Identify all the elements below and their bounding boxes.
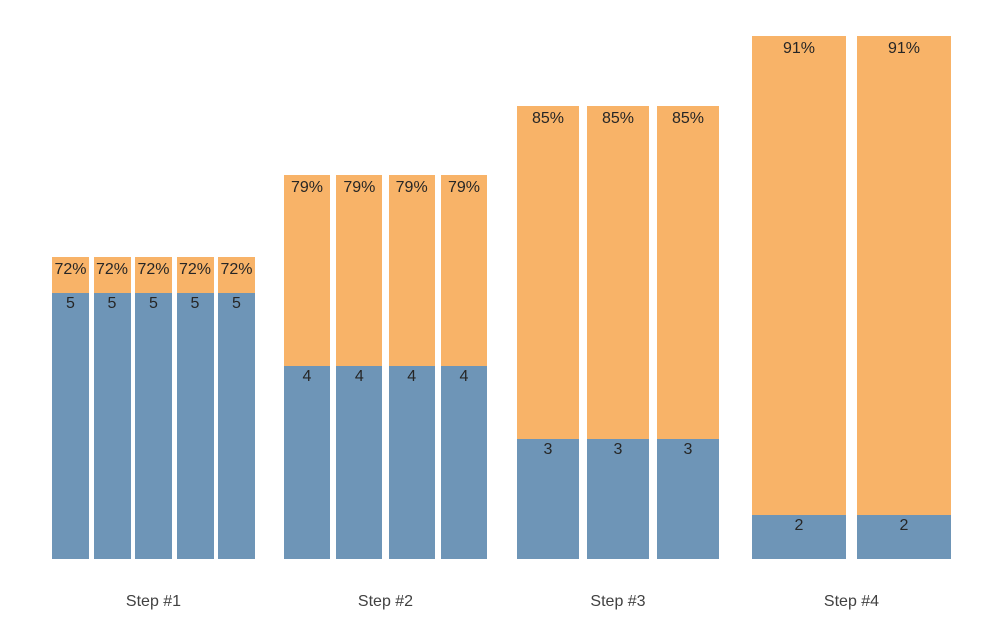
- percent-label: 79%: [290, 179, 324, 196]
- bar-segment-bottom: 4: [336, 366, 383, 559]
- value-label: 5: [232, 295, 241, 312]
- bar: 79% 4: [336, 175, 383, 559]
- x-axis-label: Step #2: [357, 593, 414, 610]
- percent-label: 91%: [887, 40, 921, 57]
- percent-label: 85%: [671, 110, 705, 127]
- percent-label: 79%: [395, 179, 428, 196]
- bar-segment-bottom: 5: [218, 293, 255, 559]
- bar: 72% 5: [93, 257, 131, 559]
- value-label: 5: [149, 295, 158, 312]
- percent-label: 72%: [54, 261, 87, 278]
- bar-segment-top: 79%: [284, 175, 330, 366]
- percent-label: 72%: [220, 261, 253, 278]
- value-label: 4: [302, 368, 312, 385]
- bar-segment-bottom: 4: [441, 366, 487, 559]
- bar: 85% 3: [517, 106, 579, 559]
- x-axis-label: Step #1: [125, 593, 182, 610]
- value-label: 2: [794, 517, 804, 534]
- bar: 79% 4: [441, 175, 487, 559]
- bar-segment-top: 72%: [52, 257, 89, 293]
- bar-segment-bottom: 3: [587, 439, 649, 559]
- bar-segment-bottom: 5: [52, 293, 89, 559]
- value-label: 5: [66, 295, 75, 312]
- bar-segment-bottom: 3: [657, 439, 719, 559]
- percent-label: 85%: [601, 110, 635, 127]
- bar-segment-top: 72%: [176, 257, 214, 293]
- bar: 91% 2: [857, 36, 951, 559]
- percent-label: 79%: [447, 179, 481, 196]
- percent-label: 72%: [95, 261, 129, 278]
- value-label: 3: [543, 441, 553, 458]
- value-label: 3: [683, 441, 693, 458]
- bar-segment-top: 85%: [517, 106, 579, 439]
- bar-segment-top: 72%: [218, 257, 255, 293]
- percent-label: 72%: [178, 261, 212, 278]
- bar-segment-top: 91%: [752, 36, 846, 515]
- value-label: 5: [190, 295, 200, 312]
- bar: 79% 4: [388, 175, 435, 559]
- bar-segment-bottom: 4: [388, 366, 435, 559]
- bar: 72% 5: [52, 257, 89, 559]
- bar-segment-bottom: 5: [135, 293, 172, 559]
- bar-segment-bottom: 3: [517, 439, 579, 559]
- percent-label: 85%: [531, 110, 565, 127]
- percent-label: 72%: [137, 261, 170, 278]
- percent-label: 91%: [782, 40, 816, 57]
- bar-segment-top: 79%: [441, 175, 487, 366]
- bar: 91% 2: [752, 36, 846, 559]
- value-label: 4: [354, 368, 364, 385]
- x-axis-label: Step #4: [823, 593, 880, 610]
- percent-label: 79%: [343, 179, 376, 196]
- bar: 85% 3: [657, 106, 719, 559]
- bar-segment-top: 91%: [857, 36, 951, 515]
- value-label: 4: [459, 368, 469, 385]
- bar: 72% 5: [176, 257, 214, 559]
- value-label: 3: [613, 441, 623, 458]
- bar-segment-top: 79%: [388, 175, 435, 366]
- bar-segment-top: 72%: [93, 257, 131, 293]
- bar-segment-top: 72%: [135, 257, 172, 293]
- bar-segment-top: 85%: [587, 106, 649, 439]
- bar-segment-bottom: 4: [284, 366, 330, 559]
- bar: 72% 5: [218, 257, 255, 559]
- bar: 85% 3: [587, 106, 649, 559]
- x-axis-label: Step #3: [590, 593, 646, 610]
- bar-segment-bottom: 5: [176, 293, 214, 559]
- value-label: 5: [107, 295, 117, 312]
- bar: 79% 4: [284, 175, 330, 559]
- bar-segment-bottom: 2: [752, 515, 846, 559]
- value-label: 4: [407, 368, 417, 385]
- bar: 72% 5: [135, 257, 172, 559]
- bar-segment-bottom: 2: [857, 515, 951, 559]
- bar-segment-top: 85%: [657, 106, 719, 439]
- value-label: 2: [899, 517, 909, 534]
- bar-segment-top: 79%: [336, 175, 383, 366]
- bar-segment-bottom: 5: [93, 293, 131, 559]
